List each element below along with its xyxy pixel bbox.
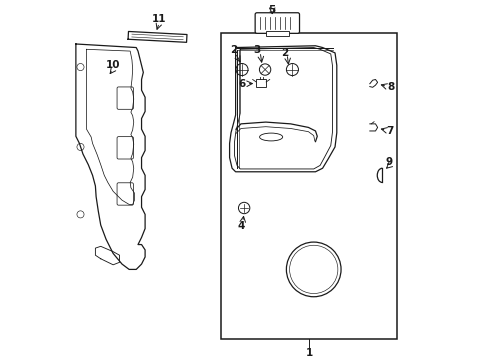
Circle shape bbox=[236, 63, 247, 76]
Text: 2: 2 bbox=[230, 45, 237, 55]
Text: 7: 7 bbox=[386, 126, 393, 136]
Text: 9: 9 bbox=[385, 157, 392, 167]
Circle shape bbox=[238, 202, 249, 214]
Text: 1: 1 bbox=[305, 348, 312, 358]
Text: 8: 8 bbox=[386, 82, 394, 92]
Bar bbox=[265, 31, 288, 36]
Bar bbox=[256, 80, 265, 87]
Text: 11: 11 bbox=[152, 14, 166, 24]
Circle shape bbox=[259, 64, 270, 75]
Text: 6: 6 bbox=[238, 79, 245, 89]
Text: 10: 10 bbox=[106, 60, 120, 70]
Bar bbox=[221, 33, 396, 339]
Circle shape bbox=[286, 63, 298, 76]
Text: 2: 2 bbox=[280, 48, 287, 58]
Text: 5: 5 bbox=[268, 5, 275, 14]
Text: 3: 3 bbox=[253, 45, 260, 55]
Text: 4: 4 bbox=[238, 221, 245, 231]
FancyBboxPatch shape bbox=[255, 13, 299, 33]
